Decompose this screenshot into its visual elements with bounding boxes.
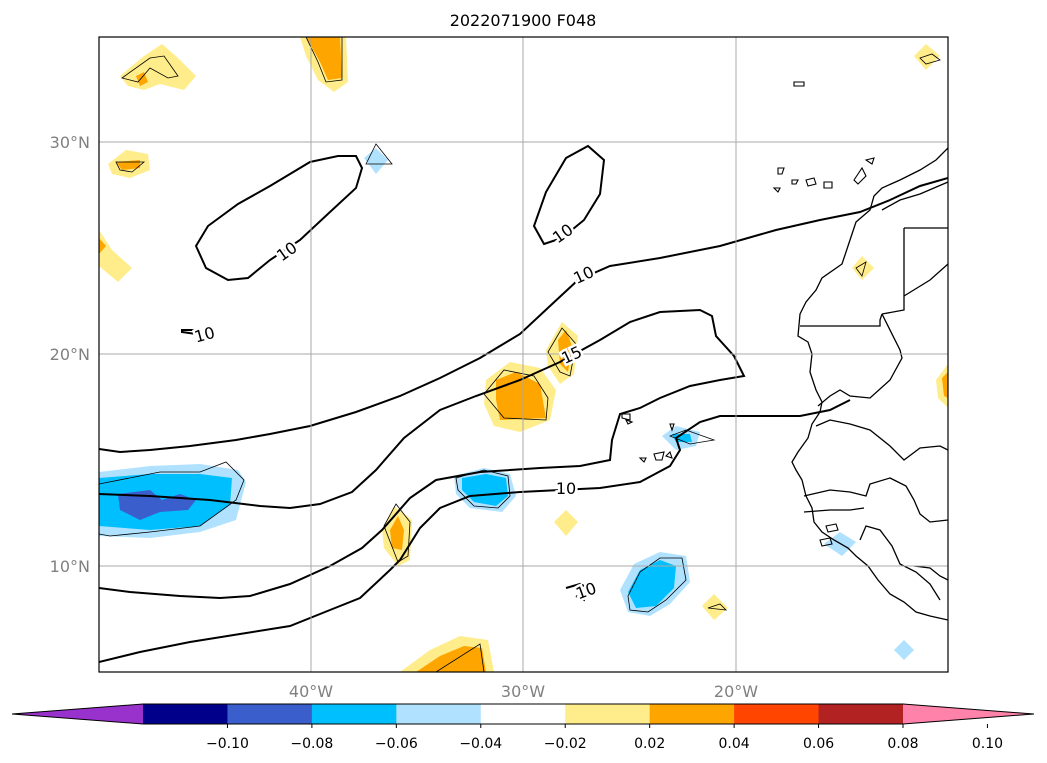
country-border	[903, 263, 948, 297]
colorbar-segment	[480, 704, 566, 724]
contour-line	[565, 582, 590, 602]
positive-anomaly-patch	[99, 230, 132, 282]
positive-anomaly-patch	[136, 72, 148, 86]
lat-label: 10°N	[50, 557, 90, 576]
colorbar-tick-label: −0.04	[459, 736, 502, 752]
canary-island	[777, 167, 785, 175]
madeira-island	[793, 81, 805, 87]
country-border	[803, 507, 865, 513]
map-frame	[98, 36, 949, 673]
country-border	[803, 477, 948, 523]
grid-layer	[99, 37, 948, 672]
canary-island	[864, 157, 875, 165]
cape-verde-island	[664, 450, 673, 459]
anomaly-outline-layer	[99, 37, 941, 672]
colorbar-tick-label: −0.10	[206, 736, 249, 752]
contour-line	[532, 144, 606, 246]
country-border	[817, 313, 903, 407]
lon-label: 20°W	[714, 682, 758, 701]
positive-anomaly-patch	[852, 256, 874, 280]
figure-title: 2022071900 F048	[450, 11, 597, 30]
country-border	[800, 313, 883, 327]
positive-anomaly-patch	[942, 372, 948, 398]
cape-verde-island	[669, 423, 675, 432]
canary-island	[805, 177, 817, 187]
lat-label: 20°N	[50, 345, 90, 364]
colorbar-tick-label: 0.08	[887, 736, 918, 752]
cape-verde-island	[653, 451, 665, 461]
lon-label: 30°W	[501, 682, 545, 701]
lat-label: 30°N	[50, 133, 90, 152]
positive-anomaly-patch	[914, 44, 940, 70]
colorbar-tick-label: −0.08	[290, 736, 333, 752]
canary-island	[853, 166, 867, 185]
colorbar-segment	[311, 704, 397, 724]
africa-coastline	[791, 147, 948, 621]
positive-anomaly-patch	[306, 37, 342, 80]
coastline-layer	[791, 147, 948, 621]
colorbar-tick-label: 0.04	[719, 736, 750, 752]
contour-label: 10	[556, 479, 576, 498]
colorbar-segment	[565, 704, 651, 724]
cape-verde-island	[621, 413, 631, 421]
islands-layer	[621, 81, 875, 547]
contour-line	[99, 177, 948, 454]
country-border	[881, 228, 905, 315]
cape-verde-island	[624, 419, 634, 425]
positive-anomaly-patch	[120, 44, 196, 90]
positive-anomaly-patch	[390, 516, 404, 550]
country-border	[815, 419, 948, 461]
canary-island	[791, 179, 799, 185]
contour-label: 10	[549, 220, 577, 247]
positive-anomaly-patch	[554, 510, 578, 536]
contour-line	[194, 155, 364, 282]
contour-layer	[99, 144, 948, 663]
colorbar: −0.10 −0.08 −0.06 −0.04 −0.02 0.02 0.04 0.06 0.0…	[11, 703, 1035, 752]
colorbar-segment	[734, 704, 820, 724]
contour-label: 10	[192, 323, 217, 347]
colorbar-segment	[143, 704, 228, 724]
bijagos-island	[819, 537, 833, 547]
negative-anomaly-patch	[894, 640, 914, 660]
contour-line	[99, 308, 746, 600]
country-border	[913, 565, 948, 581]
canary-island	[772, 187, 781, 193]
cape-verde-island	[638, 457, 647, 463]
country-border	[859, 525, 941, 601]
map-plot-area	[99, 37, 948, 672]
positive-anomaly-patch	[702, 594, 728, 620]
country-border	[881, 181, 948, 211]
positive-anomaly-patch	[116, 160, 140, 170]
canary-island	[823, 181, 833, 189]
bijagos-island	[825, 523, 839, 533]
colorbar-tick-label: 0.02	[634, 736, 665, 752]
contour-line	[99, 399, 851, 663]
colorbar-tick-label: −0.06	[375, 736, 418, 752]
contour-label: 10	[573, 578, 599, 603]
colorbar-tick-label: −0.02	[544, 736, 587, 752]
colorbar-segment	[818, 704, 904, 724]
negative-anomaly-patch	[364, 148, 388, 174]
positive-anomaly-patch	[99, 238, 106, 254]
colorbar-segment	[227, 704, 313, 724]
colorbar-outline	[11, 703, 1035, 725]
colorbar-extend-low	[12, 704, 143, 724]
positive-anomaly-patch	[416, 646, 486, 672]
colorbar-tick-label: 0.10	[972, 736, 1003, 752]
lon-labels: 40°W 30°W 20°W	[289, 682, 758, 701]
colorbar-segment	[649, 704, 735, 724]
colorbar-extend-high	[903, 704, 1034, 724]
lon-label: 40°W	[289, 682, 333, 701]
colorbar-segment	[396, 704, 482, 724]
colorbar-tick-label: 0.06	[803, 736, 834, 752]
lat-labels: 30°N 20°N 10°N	[50, 133, 90, 576]
negative-anomaly-patch	[462, 474, 508, 506]
contour-line	[181, 329, 197, 336]
